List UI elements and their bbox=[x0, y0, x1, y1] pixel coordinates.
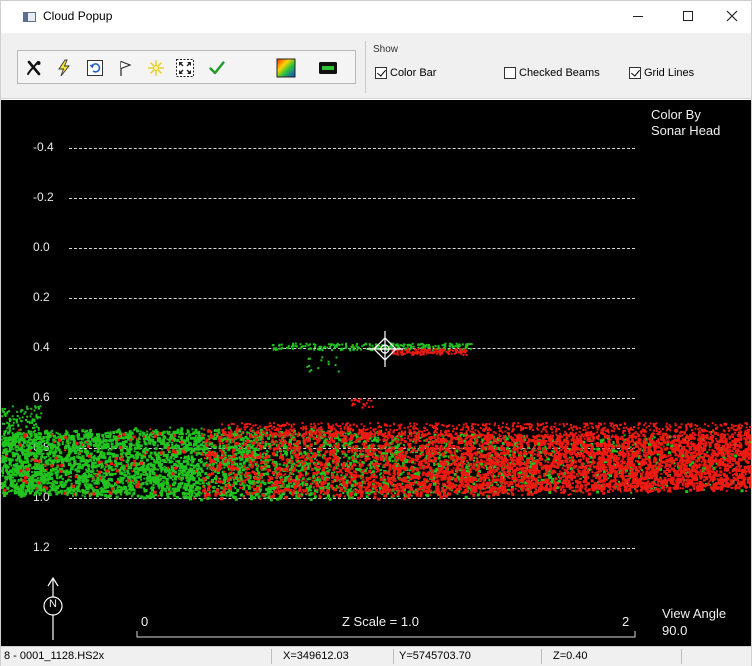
sounding-points bbox=[1, 342, 751, 502]
show-group-label: Show bbox=[373, 44, 399, 55]
undo-tool-button[interactable] bbox=[83, 56, 107, 80]
y-tick-label: 0.4 bbox=[33, 340, 50, 354]
grid-line bbox=[69, 148, 635, 149]
accept-tool-button[interactable] bbox=[205, 56, 229, 80]
tool-button-group bbox=[17, 50, 356, 84]
grid-lines-checkbox-label: Grid Lines bbox=[644, 67, 695, 79]
pick-tool-button[interactable] bbox=[22, 56, 46, 80]
y-tick-label: -0.4 bbox=[33, 140, 54, 154]
grid-lines-checkbox-box[interactable] bbox=[629, 67, 641, 79]
checked-beams-checkbox-box[interactable] bbox=[504, 67, 516, 79]
status-file: 8 - 0001_1128.HS2x bbox=[4, 650, 105, 662]
minimize-icon bbox=[633, 15, 643, 17]
checked-beams-checkbox-label: Checked Beams bbox=[519, 67, 600, 79]
color-tool-button[interactable] bbox=[274, 56, 298, 80]
color-bar-checkbox-label: Color Bar bbox=[390, 67, 437, 79]
point-cloud-view[interactable]: -0.4-0.20.00.20.40.60.81.01.2 Color By S… bbox=[1, 100, 751, 646]
view-angle-readout: View Angle 90.0 bbox=[662, 605, 747, 639]
sonar-head-1-points bbox=[1, 342, 751, 502]
color-by-value: Sonar Head bbox=[651, 123, 721, 138]
colorbar-tool-button[interactable] bbox=[316, 56, 340, 80]
y-tick-label: -0.2 bbox=[33, 190, 54, 204]
checked-beams-checkbox[interactable]: Checked Beams bbox=[504, 67, 600, 79]
status-divider bbox=[393, 649, 394, 664]
grid-line bbox=[69, 298, 635, 299]
status-y-coordinate: Y=5745703.70 bbox=[399, 650, 471, 662]
view-angle-label: View Angle bbox=[662, 606, 727, 621]
north-label: N bbox=[49, 598, 57, 610]
lightning-icon bbox=[58, 59, 70, 77]
y-tick-label: 1.0 bbox=[33, 490, 50, 504]
color-by-legend: Color By Sonar Head bbox=[651, 107, 746, 139]
y-tick-label: 0.2 bbox=[33, 290, 50, 304]
maximize-button[interactable] bbox=[665, 1, 711, 31]
app-window-icon bbox=[23, 12, 36, 22]
wrench-x-icon bbox=[27, 60, 41, 76]
colorbar-icon bbox=[319, 62, 337, 74]
grid-line bbox=[69, 348, 635, 349]
y-tick-label: 0.6 bbox=[33, 390, 50, 404]
z-scale-label: Z Scale = 1.0 bbox=[342, 614, 419, 629]
color-bar-checkbox[interactable]: Color Bar bbox=[375, 67, 436, 79]
lightning-tool-button[interactable] bbox=[52, 56, 76, 80]
view-angle-value: 90.0 bbox=[662, 623, 688, 638]
close-icon bbox=[726, 10, 738, 22]
status-divider bbox=[541, 649, 542, 664]
color-gradient-icon bbox=[276, 58, 296, 78]
grid-line bbox=[69, 548, 635, 549]
grid-line bbox=[69, 198, 635, 199]
title-bar: Cloud Popup bbox=[1, 1, 751, 33]
z-scale-end: 2 bbox=[622, 614, 630, 629]
minimize-button[interactable] bbox=[615, 1, 661, 31]
close-button[interactable] bbox=[709, 1, 752, 31]
flag-icon bbox=[120, 60, 132, 76]
show-options-group: Show Color Bar Checked Beams Grid Lines bbox=[365, 41, 751, 93]
sonar-head-2-points bbox=[3, 348, 751, 501]
window-title: Cloud Popup bbox=[43, 9, 113, 23]
status-x-coordinate: X=349612.03 bbox=[283, 650, 349, 662]
y-tick-label: 1.2 bbox=[33, 540, 50, 554]
z-scale-start: 0 bbox=[141, 614, 149, 629]
flag-tool-button[interactable] bbox=[113, 56, 137, 80]
y-tick-label: 0.0 bbox=[33, 240, 50, 254]
status-divider bbox=[681, 649, 682, 664]
color-bar-checkbox-box[interactable] bbox=[375, 67, 387, 79]
maximize-icon bbox=[683, 11, 693, 21]
sounding-cloud[interactable] bbox=[1, 100, 751, 646]
status-z-coordinate: Z=0.40 bbox=[553, 650, 588, 662]
zoom-extents-tool-button[interactable] bbox=[173, 56, 197, 80]
grid-line bbox=[69, 398, 635, 399]
highlight-tool-button[interactable] bbox=[144, 56, 168, 80]
undo-box-icon bbox=[87, 60, 103, 76]
grid-line bbox=[69, 248, 635, 249]
grid-lines-checkbox[interactable]: Grid Lines bbox=[629, 67, 694, 79]
checkmark-icon bbox=[209, 61, 225, 75]
toolbar: Show Color Bar Checked Beams Grid Lines bbox=[1, 33, 751, 99]
status-bar: 8 - 0001_1128.HS2x X=349612.03 Y=5745703… bbox=[1, 646, 751, 666]
sparkle-icon bbox=[148, 60, 164, 76]
status-divider bbox=[271, 649, 272, 664]
zoom-extents-icon bbox=[176, 59, 194, 77]
color-by-title: Color By bbox=[651, 107, 701, 122]
